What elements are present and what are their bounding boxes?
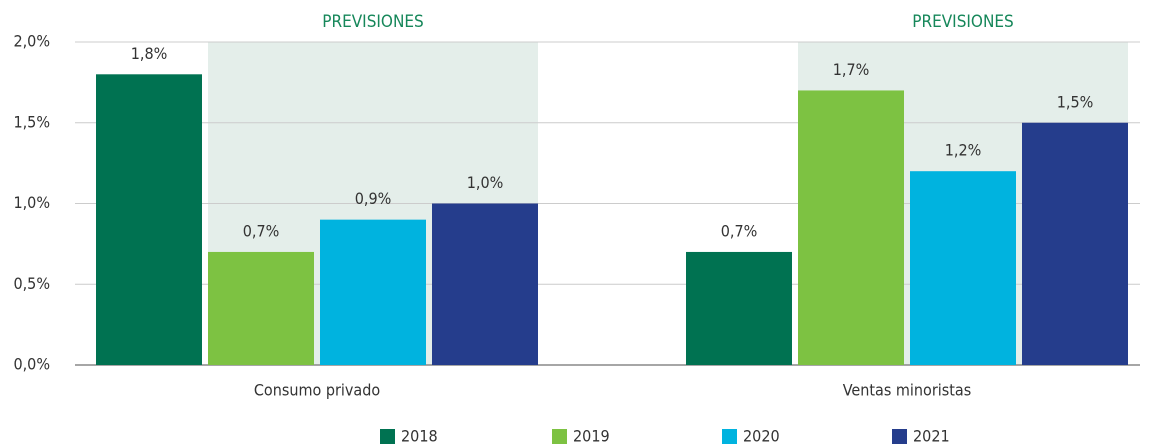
bar [798, 90, 904, 365]
bar [910, 171, 1016, 365]
legend-label: 2021 [913, 427, 950, 446]
data-label: 1,2% [945, 141, 982, 160]
legend-label: 2018 [401, 427, 438, 446]
y-tick-label: 0,5% [13, 274, 50, 293]
bar [96, 74, 202, 366]
y-tick-label: 0,0% [13, 355, 50, 374]
y-tick-label: 1,0% [13, 193, 50, 212]
bar [208, 251, 314, 365]
y-tick-label: 1,5% [13, 112, 50, 131]
bar [686, 251, 792, 365]
x-tick-label: Ventas minoristas [843, 381, 971, 400]
data-label: 1,7% [833, 60, 870, 79]
legend-swatch [380, 429, 395, 444]
data-label: 0,9% [355, 189, 392, 208]
data-label: 0,7% [243, 221, 280, 240]
bar [432, 203, 538, 365]
legend-swatch [722, 429, 737, 444]
annotation: PREVISIONES [322, 12, 424, 32]
legend-label: 2020 [743, 427, 780, 446]
legend-swatch [892, 429, 907, 444]
data-label: 1,5% [1057, 92, 1094, 111]
annotation: PREVISIONES [912, 12, 1014, 32]
x-tick-label: Consumo privado [254, 381, 381, 400]
data-label: 0,7% [721, 221, 758, 240]
y-tick-label: 2,0% [13, 32, 50, 51]
legend-label: 2019 [573, 427, 610, 446]
data-label: 1,0% [467, 173, 504, 192]
bar [320, 219, 426, 365]
data-label: 1,8% [131, 44, 168, 63]
bar [1022, 122, 1128, 365]
legend-swatch [552, 429, 567, 444]
